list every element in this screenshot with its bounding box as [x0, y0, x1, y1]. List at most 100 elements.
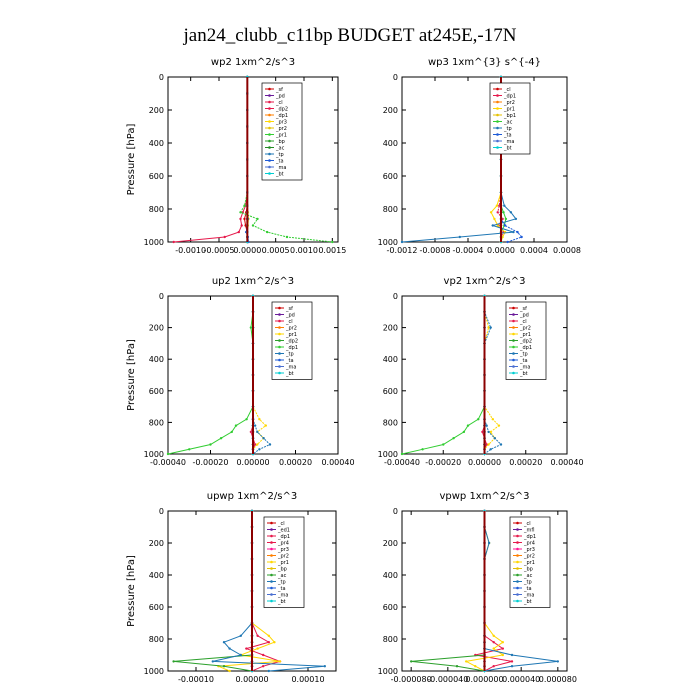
legend-marker: [516, 573, 519, 577]
x-tick-label: -0.000040: [427, 675, 468, 684]
x-tick-label: -0.00010: [178, 675, 214, 684]
legend-label: _pr2: [519, 325, 531, 331]
legend: _cl_ed1_dp1_pr4_pr3_pr2_pr1_bp_ac_tp_ta_…: [263, 516, 305, 608]
data-point: [209, 443, 212, 446]
x-tick-label: 0.000040: [502, 675, 540, 684]
panel-title: vp2 1xm^2/s^3: [444, 276, 526, 287]
legend-marker: [268, 146, 271, 149]
legend-label: _pr3: [523, 547, 535, 553]
x-tick-label: 0.00000: [468, 458, 501, 467]
legend-label: _dp1: [277, 534, 290, 540]
legend-marker: [270, 560, 273, 564]
legend-marker: [512, 313, 515, 316]
legend-label: _sf: [275, 87, 283, 93]
legend-marker: [496, 107, 499, 110]
legend-marker: [278, 345, 281, 349]
series-group: [172, 75, 334, 244]
y-tick-label: 400: [383, 139, 398, 148]
data-point: [256, 443, 259, 446]
legend: _sf_pd_cl_dp2_dp1_pr3_pr2_pr1_bp_ac_tp_t…: [261, 82, 303, 181]
y-tick-label: 200: [149, 324, 164, 333]
data-point: [228, 647, 231, 650]
data-point: [256, 217, 259, 221]
data-point: [256, 430, 259, 434]
x-tick-label: -0.00040: [150, 458, 186, 467]
data-point: [245, 418, 248, 421]
legend-label: _pr4: [277, 540, 289, 546]
series-group: [410, 509, 559, 673]
legend-label: _ma: [503, 139, 514, 145]
y-tick-label: 0: [393, 73, 398, 82]
legend-marker: [512, 371, 515, 375]
legend-marker: [516, 554, 519, 557]
x-tick-label: -0.000080: [391, 675, 432, 684]
data-point: [239, 211, 242, 214]
legend-marker: [270, 593, 273, 596]
data-point: [273, 641, 276, 644]
data-point: [256, 634, 259, 637]
y-tick-label: 400: [383, 355, 398, 364]
data-point: [501, 641, 504, 644]
y-tick-label: 800: [149, 205, 164, 214]
y-tick-label: 0: [393, 292, 398, 301]
data-point: [493, 437, 496, 440]
panel-2: up2 1xm^2/s^3 Pressure [hPa] 0 200 400 600 800…: [126, 276, 355, 467]
x-tick-label: -0.0008: [420, 246, 451, 255]
legend-box: [509, 516, 551, 608]
legend-marker: [516, 560, 519, 564]
legend-marker: [512, 326, 515, 329]
data-point: [244, 224, 247, 227]
legend-marker: [268, 126, 271, 130]
data-point: [501, 653, 504, 657]
legend-marker: [270, 580, 273, 583]
legend-marker: [516, 567, 519, 570]
legend-marker: [268, 165, 271, 169]
legend-marker: [270, 554, 273, 557]
data-point: [240, 224, 243, 227]
data-point: [230, 430, 233, 434]
legend-label: _bt: [519, 371, 528, 377]
data-point: [266, 230, 269, 234]
x-tick-label: 0.00040: [321, 458, 354, 467]
panel-0: wp2 1xm^2/s^3 Pressure [hPa] 0 200 400 600 800…: [126, 57, 346, 255]
legend-marker: [268, 113, 271, 117]
data-point: [278, 660, 282, 663]
data-point: [166, 452, 170, 456]
legend-label: _bt: [523, 599, 532, 605]
data-point: [219, 437, 223, 440]
legend-marker: [516, 534, 519, 538]
y-tick-label: 400: [149, 571, 164, 580]
data-point: [455, 665, 459, 668]
y-tick-label: 800: [383, 418, 398, 427]
data-point: [234, 424, 238, 427]
y-tick-label: 600: [149, 387, 164, 396]
plot-frame: [167, 76, 339, 243]
data-point: [481, 430, 484, 434]
legend-marker: [270, 573, 273, 577]
legend-label: _pr1: [285, 332, 297, 338]
y-tick-label: 1000: [378, 238, 398, 247]
legend-marker: [516, 521, 519, 525]
figure-title: jan24_clubb_c11bp BUDGET at245E,-17N: [183, 25, 517, 46]
data-point: [487, 326, 490, 329]
y-tick-label: 400: [149, 139, 164, 148]
legend-marker: [496, 126, 499, 130]
legend-marker: [496, 100, 499, 104]
legend-marker: [278, 352, 281, 355]
panel-5: vpwp 1xm^2/s^3 0 200 400 600 800 1000-0.000080…: [378, 491, 577, 684]
legend-label: _bp: [523, 566, 533, 572]
data-point: [256, 647, 259, 650]
legend-label: _dp2: [285, 338, 298, 344]
x-tick-label: 0.0010: [290, 246, 318, 255]
data-point: [223, 235, 226, 239]
data-point: [477, 418, 480, 421]
legend-marker: [278, 319, 281, 323]
x-tick-label: -0.0004: [453, 246, 484, 255]
legend-label: _dp1: [519, 345, 532, 351]
legend: _cl_mfl_dp1_pr4_pr3_pr2_pr1_bp_ac_tp_ta_…: [509, 516, 551, 608]
legend-label: _ac: [275, 145, 285, 151]
legend-label: _bt: [503, 145, 512, 151]
data-point: [258, 448, 261, 451]
legend-label: _ma: [275, 165, 286, 171]
